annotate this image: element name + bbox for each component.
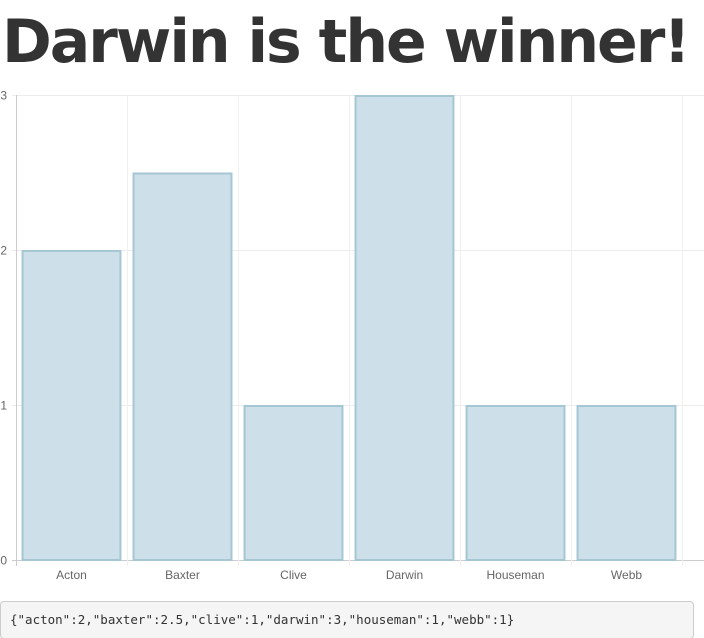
bar-baxter <box>132 172 233 561</box>
bar-houseman <box>465 405 566 561</box>
chart-bars <box>21 95 677 561</box>
bar-acton <box>21 250 122 561</box>
bar-clive <box>243 405 344 561</box>
x-tick-label: Clive <box>280 568 307 582</box>
x-tick-label: Baxter <box>165 568 200 582</box>
x-tick-label: Houseman <box>486 568 544 582</box>
bar-webb <box>576 405 677 561</box>
chart-labels: 0 1 2 3 Acton Baxter Clive Darwin Houseman Webb <box>0 89 642 583</box>
x-tick-label: Darwin <box>386 568 423 582</box>
x-tick-label: Webb <box>611 568 642 582</box>
y-tick-label: 1 <box>0 399 7 413</box>
y-tick-label: 2 <box>0 244 7 258</box>
x-tick-label: Acton <box>56 568 87 582</box>
raw-json-output: {"acton":2,"baxter":2.5,"clive":1,"darwi… <box>0 600 694 638</box>
bar-chart: 0 1 2 3 Acton Baxter Clive Darwin Houseman Webb <box>0 89 704 583</box>
y-tick-label: 0 <box>0 554 7 568</box>
y-tick-label: 3 <box>0 89 7 103</box>
page-title: Darwin is the winner! <box>2 7 691 77</box>
chart-grid <box>12 95 704 566</box>
bar-darwin <box>354 95 455 561</box>
